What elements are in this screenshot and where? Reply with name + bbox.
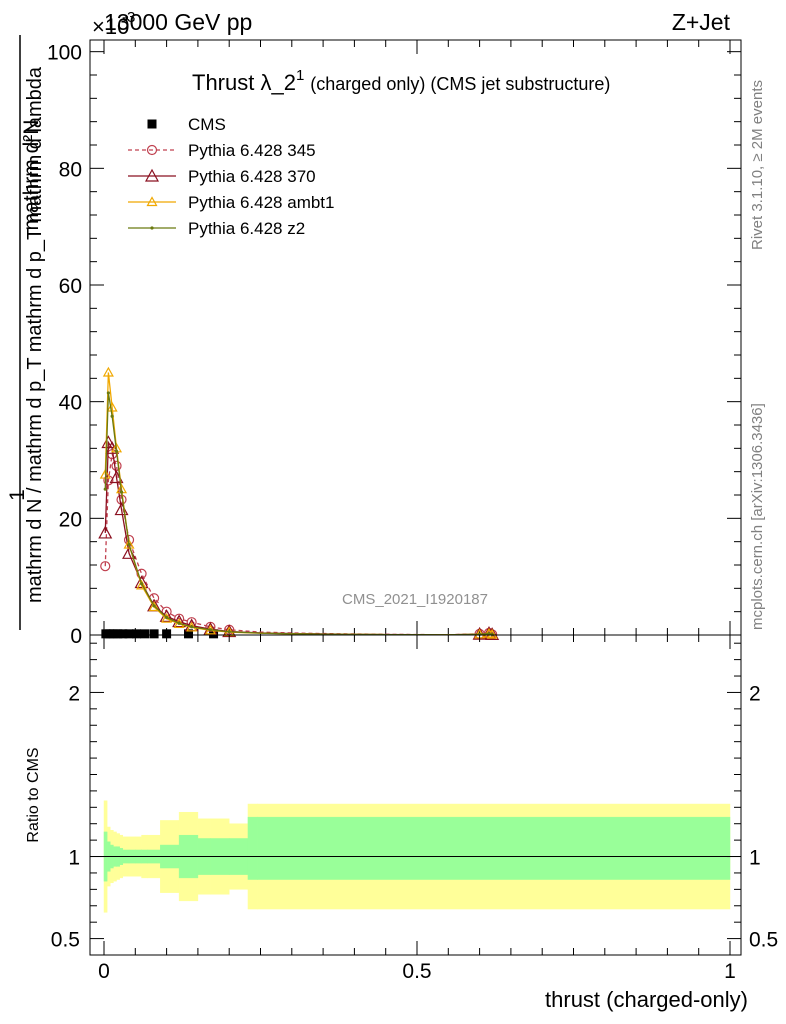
ratio-y-label: Ratio to CMS bbox=[25, 747, 42, 842]
legend-item: Pythia 6.428 370 bbox=[128, 167, 316, 186]
pythia-z2-point bbox=[152, 604, 156, 608]
series-pythia-6-428-370 bbox=[98, 435, 500, 641]
pythia-z2-point bbox=[114, 449, 119, 453]
pythia-z2-point bbox=[150, 226, 154, 230]
y-label-numerator: mathrm d²N bbox=[20, 120, 43, 231]
legend-label: Pythia 6.428 ambt1 bbox=[188, 193, 334, 212]
pythia-z2-point bbox=[165, 615, 169, 620]
pythia-370-point bbox=[105, 441, 120, 454]
exponent-label: ×10 bbox=[92, 14, 129, 39]
legend-label: Pythia 6.428 345 bbox=[188, 141, 316, 160]
pythia-345-point bbox=[146, 144, 158, 156]
pythia-345-point bbox=[136, 568, 147, 579]
ratio-stat-band bbox=[257, 816, 731, 880]
pythia-370-point bbox=[172, 614, 187, 628]
main-y-tick-label: 0 bbox=[70, 625, 82, 648]
pythia-z2-point bbox=[208, 628, 213, 632]
chart-title-main: Thrust λ_2 bbox=[192, 70, 296, 95]
exponent-power: -3 bbox=[122, 9, 135, 26]
legend-item: Pythia 6.428 ambt1 bbox=[128, 193, 334, 212]
x-tick-label: 0 bbox=[98, 960, 110, 983]
pythia-345-point bbox=[100, 561, 111, 572]
ratio-stat-band bbox=[247, 816, 258, 880]
chart-title-superscript: 1 bbox=[296, 67, 304, 84]
ratio-y-tick-label-right: 1 bbox=[749, 847, 761, 870]
cms-data-point bbox=[147, 119, 157, 129]
energy-label: 13000 GeV pp bbox=[104, 9, 252, 35]
rivet-label: Rivet 3.1.10, ≥ 2M events bbox=[749, 80, 766, 250]
mcplots-label: mcplots.cern.ch [arXiv:1306.3436] bbox=[749, 403, 766, 630]
main-y-tick-label: 20 bbox=[59, 508, 82, 531]
process-label: Z+Jet bbox=[672, 9, 731, 35]
pythia-z2-point bbox=[487, 631, 491, 636]
pythia-z2-point bbox=[119, 490, 124, 494]
ratio-x-axis: 0 0.5 1 bbox=[98, 635, 736, 983]
main-y-label: mathrm d²N 1 mathrm d N / mathrm d p_T m… bbox=[6, 35, 46, 630]
pythia-z2-point bbox=[106, 391, 110, 395]
main-y-tick-label: 60 bbox=[59, 275, 82, 298]
series-cms bbox=[101, 629, 219, 639]
pythia-z2-point bbox=[103, 487, 107, 491]
pythia-370-point bbox=[134, 575, 149, 589]
main-y-tick-label: 80 bbox=[59, 158, 82, 181]
legend-item: Pythia 6.428 z2 bbox=[128, 219, 305, 238]
pythia-z2-point bbox=[177, 621, 181, 625]
ratio-y-axis: 0.5 0.5 1 1 2 2 bbox=[51, 642, 778, 952]
legend-label: CMS bbox=[188, 115, 226, 134]
cms-data-point bbox=[162, 629, 172, 639]
pythia-ambt1-point bbox=[106, 401, 118, 412]
ratio-y-tick-label-right: 2 bbox=[749, 682, 761, 705]
pythia-370-point bbox=[144, 168, 160, 182]
legend-item: Pythia 6.428 345 bbox=[128, 141, 316, 160]
pythia-370-point bbox=[101, 435, 116, 449]
cms-data-point bbox=[118, 629, 128, 639]
pythia-ambt1-point bbox=[146, 196, 158, 207]
ratio-frame bbox=[89, 634, 742, 956]
cms-data-point bbox=[140, 629, 150, 639]
pythia-z2-point bbox=[127, 542, 131, 547]
pythia-ambt1-point bbox=[483, 627, 495, 638]
pythia-ambt1-point bbox=[102, 366, 114, 377]
ratio-panel: 0.5 0.51 12 2 0 0.5 1 Ratio to CMS thrust (ch… bbox=[25, 634, 778, 1012]
x-tick-label: 0.5 bbox=[402, 960, 431, 983]
legend-label: Pythia 6.428 370 bbox=[188, 167, 316, 186]
legend-item: CMS bbox=[147, 115, 226, 134]
main-y-axis: 0 20 40 60 80 100 bbox=[47, 42, 741, 648]
pythia-z2-point bbox=[190, 625, 194, 629]
main-y-tick-label: 100 bbox=[47, 42, 82, 65]
x-axis-label: thrust (charged-only) bbox=[545, 987, 748, 1012]
ratio-y-tick-label: 1 bbox=[68, 847, 80, 870]
pythia-z2-point bbox=[139, 582, 144, 586]
pythia-ambt1-point bbox=[136, 579, 148, 590]
cms-data-point bbox=[113, 629, 123, 639]
chart-title: Thrust λ_21 (charged only) (CMS jet subst… bbox=[192, 67, 610, 95]
ratio-y-tick-label-right: 0.5 bbox=[749, 929, 778, 952]
chart-title-suffix: (charged only) (CMS jet substructure) bbox=[310, 74, 610, 94]
cms-data-point bbox=[184, 629, 194, 639]
y-label-one: 1 bbox=[6, 489, 29, 501]
y-label-denominator: mathrm d N / mathrm d p_T mathrm d p_T m… bbox=[24, 66, 46, 603]
pythia-z2-point bbox=[227, 630, 231, 634]
ratio-y-tick-label: 2 bbox=[68, 682, 80, 705]
x-tick-label: 1 bbox=[724, 960, 736, 983]
ratio-y-tick-label: 0.5 bbox=[51, 929, 80, 952]
legend-label: Pythia 6.428 z2 bbox=[188, 219, 305, 238]
cms-data-point bbox=[132, 629, 142, 639]
cms-data-point bbox=[124, 629, 134, 639]
pythia-ambt1-point bbox=[148, 601, 160, 612]
legend: CMS Pythia 6.428 345 Pythia 6.428 370 Pythi… bbox=[128, 115, 334, 238]
pythia-370-point bbox=[98, 525, 113, 539]
pythia-z2-point bbox=[110, 414, 114, 418]
analysis-watermark: CMS_2021_I1920187 bbox=[342, 591, 488, 608]
cms-data-point bbox=[149, 629, 159, 639]
main-y-tick-label: 40 bbox=[59, 392, 82, 415]
pythia-ambt1-point bbox=[123, 538, 135, 549]
